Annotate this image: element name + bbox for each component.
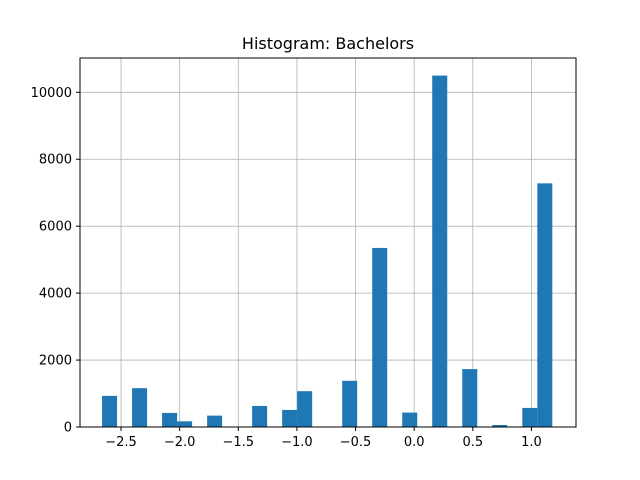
histogram-bar-8 [342,380,358,427]
y-tick-label: 10000 [31,86,72,101]
x-tick-label: 1.0 [521,435,542,450]
x-tick-label: −0.5 [340,435,372,450]
x-tick-label: −1.0 [281,435,313,450]
histogram-bar-12 [462,369,478,427]
x-tick-label: −2.0 [164,435,196,450]
histogram-bar-3 [177,421,193,427]
histogram-bar-11 [432,75,448,428]
histogram-bar-0 [102,395,118,427]
histogram-bar-15 [537,183,553,427]
x-tick-label: −1.5 [223,435,255,450]
y-tick-label: 4000 [39,287,72,302]
histogram-bar-7 [297,391,313,427]
histogram-bar-14 [522,407,538,427]
y-tick-label: 0 [64,421,72,436]
x-tick-label: −2.5 [105,435,137,450]
x-tick-label: 0.5 [462,435,483,450]
y-tick-label: 6000 [39,220,72,235]
x-tick-label: 0.0 [404,435,425,450]
histogram-bar-9 [372,247,388,427]
plot-frame [79,57,577,428]
ticks: −2.5 −2.0 −1.5 −1.0 −0.5 0.0 0.5 1.0 0 2000 4000 60… [31,86,542,450]
histogram-bar-2 [162,412,178,427]
y-tick-label: 2000 [39,354,72,369]
histogram-bar-13 [492,424,508,427]
histogram-bar-1 [132,388,148,427]
histogram-bar-5 [252,405,268,427]
chart-title: Histogram: Bachelors [242,34,414,53]
grid [80,58,576,428]
bars [102,75,553,428]
histogram-bar-6 [282,409,298,427]
histogram-bar-10 [402,412,418,427]
y-tick-label: 8000 [39,153,72,168]
histogram-bar-4 [207,415,223,427]
